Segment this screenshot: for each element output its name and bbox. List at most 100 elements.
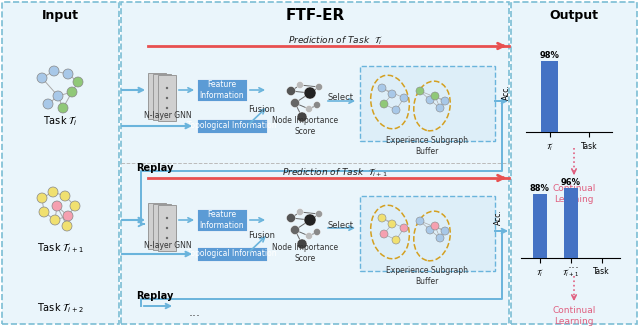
Circle shape xyxy=(37,73,47,83)
Circle shape xyxy=(70,201,80,211)
Text: Topological Information: Topological Information xyxy=(187,122,277,130)
Circle shape xyxy=(166,87,168,89)
Circle shape xyxy=(156,105,158,107)
Circle shape xyxy=(287,86,296,96)
Circle shape xyxy=(63,211,73,221)
Circle shape xyxy=(161,216,163,218)
Circle shape xyxy=(58,103,68,113)
Bar xyxy=(197,79,247,101)
Circle shape xyxy=(49,66,59,76)
Circle shape xyxy=(291,226,300,234)
Bar xyxy=(153,204,171,250)
Circle shape xyxy=(60,191,70,201)
Circle shape xyxy=(297,112,307,122)
Circle shape xyxy=(50,215,60,225)
Circle shape xyxy=(400,224,408,232)
Circle shape xyxy=(304,214,316,226)
Bar xyxy=(153,74,171,120)
Text: 98%: 98% xyxy=(540,51,559,60)
Text: N-layer GNN: N-layer GNN xyxy=(144,111,192,121)
Bar xyxy=(564,188,577,258)
Bar xyxy=(197,209,247,231)
Bar xyxy=(197,119,267,133)
Text: Task $\mathcal{T}_{i+2}$: Task $\mathcal{T}_{i+2}$ xyxy=(36,301,83,315)
Text: FTF-ER: FTF-ER xyxy=(285,8,344,23)
Circle shape xyxy=(416,217,424,225)
Circle shape xyxy=(63,69,73,79)
Circle shape xyxy=(73,77,83,87)
Text: Select: Select xyxy=(327,221,353,230)
Circle shape xyxy=(166,217,168,219)
Text: ...: ... xyxy=(568,258,580,271)
Circle shape xyxy=(380,100,388,108)
Text: N-layer GNN: N-layer GNN xyxy=(144,242,192,250)
Circle shape xyxy=(166,107,168,109)
Bar xyxy=(511,2,637,324)
Text: Feature
Information: Feature Information xyxy=(200,210,244,230)
Text: ...: ... xyxy=(189,305,201,319)
Circle shape xyxy=(378,214,386,222)
Circle shape xyxy=(39,207,49,217)
Circle shape xyxy=(156,225,158,227)
Circle shape xyxy=(441,97,449,105)
Circle shape xyxy=(378,84,386,92)
Text: Topological Information: Topological Information xyxy=(187,249,277,259)
Circle shape xyxy=(305,232,312,240)
Text: Experience Subgraph
Buffer: Experience Subgraph Buffer xyxy=(386,266,468,286)
Circle shape xyxy=(431,92,439,100)
Circle shape xyxy=(43,99,53,109)
Circle shape xyxy=(291,98,300,108)
Text: Task $\mathcal{T}_i$: Task $\mathcal{T}_i$ xyxy=(42,114,77,128)
Text: Node Importance
Score: Node Importance Score xyxy=(272,116,338,136)
Circle shape xyxy=(436,104,444,112)
Circle shape xyxy=(426,226,434,234)
Circle shape xyxy=(392,236,400,244)
Circle shape xyxy=(296,82,303,88)
Bar xyxy=(360,196,495,271)
Circle shape xyxy=(416,87,424,95)
Circle shape xyxy=(296,209,303,215)
Circle shape xyxy=(316,211,323,217)
Bar xyxy=(158,75,176,121)
Text: Experience Subgraph
Buffer: Experience Subgraph Buffer xyxy=(386,136,468,156)
Circle shape xyxy=(314,101,321,109)
Bar xyxy=(197,247,267,261)
Text: Feature
Information: Feature Information xyxy=(200,80,244,100)
Text: 88%: 88% xyxy=(530,184,550,193)
Circle shape xyxy=(314,229,321,235)
Circle shape xyxy=(431,222,439,230)
Text: 96%: 96% xyxy=(561,178,580,187)
Text: Replay: Replay xyxy=(136,163,173,173)
Circle shape xyxy=(53,91,63,101)
Circle shape xyxy=(48,187,58,197)
Circle shape xyxy=(156,85,158,87)
Bar xyxy=(2,2,119,324)
Bar xyxy=(148,73,166,119)
Text: Output: Output xyxy=(550,9,598,22)
Circle shape xyxy=(297,239,307,249)
Text: Fusion: Fusion xyxy=(248,105,275,113)
Circle shape xyxy=(161,96,163,98)
Circle shape xyxy=(161,236,163,238)
Text: Prediction of Task  $\mathcal{T}_i$: Prediction of Task $\mathcal{T}_i$ xyxy=(287,35,382,47)
Circle shape xyxy=(388,220,396,228)
Circle shape xyxy=(388,90,396,98)
Y-axis label: Acc.: Acc. xyxy=(502,84,511,100)
Circle shape xyxy=(166,97,168,99)
Circle shape xyxy=(426,96,434,104)
Circle shape xyxy=(37,193,47,203)
Bar xyxy=(148,203,166,249)
Circle shape xyxy=(380,230,388,238)
Circle shape xyxy=(52,201,62,211)
Circle shape xyxy=(161,226,163,228)
Circle shape xyxy=(441,227,449,235)
Y-axis label: Acc.: Acc. xyxy=(494,210,503,226)
Text: Replay: Replay xyxy=(136,291,173,301)
Bar xyxy=(158,205,176,251)
Circle shape xyxy=(156,235,158,237)
Circle shape xyxy=(436,234,444,242)
Circle shape xyxy=(392,106,400,114)
Circle shape xyxy=(156,95,158,97)
Text: Select: Select xyxy=(327,94,353,102)
Text: Fusion: Fusion xyxy=(248,231,275,241)
